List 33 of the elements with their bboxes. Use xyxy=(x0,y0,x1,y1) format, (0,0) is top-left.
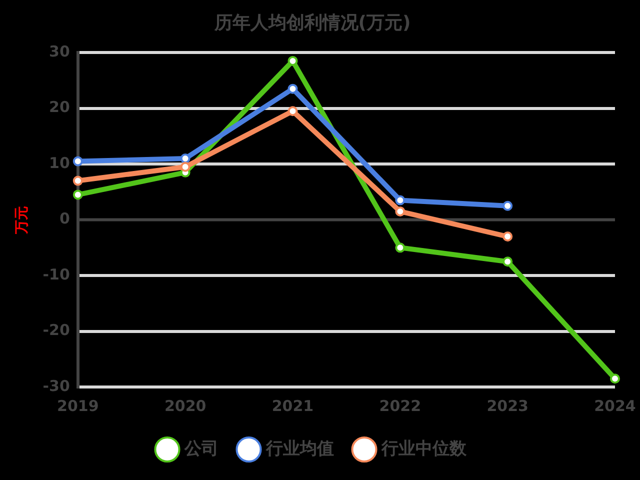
point xyxy=(395,206,406,216)
y-tick-label: 20 xyxy=(49,98,70,116)
y-tick-label: -20 xyxy=(42,321,70,340)
y-axis-title: 万元 xyxy=(14,206,30,235)
point xyxy=(288,84,298,94)
point xyxy=(180,162,190,172)
x-tick-label: 2021 xyxy=(272,396,314,415)
chart-title: 历年人均创利情况(万元) xyxy=(213,12,411,34)
point xyxy=(288,56,298,66)
x-tick-label: 2019 xyxy=(57,396,99,415)
legend-label: 公司 xyxy=(183,438,218,459)
y-tick-label: -30 xyxy=(42,376,70,395)
y-tick-label: 30 xyxy=(49,42,70,60)
point xyxy=(502,232,513,242)
point xyxy=(288,106,298,116)
y-tick-label: -10 xyxy=(42,265,70,284)
x-tick-label: 2024 xyxy=(594,396,636,415)
legend-label: 行业均值 xyxy=(264,438,334,459)
point xyxy=(72,176,83,186)
x-tick-label: 2022 xyxy=(379,396,422,415)
y-tick-label: 10 xyxy=(49,154,70,172)
point xyxy=(72,156,83,166)
x-tick-label: 2023 xyxy=(486,396,528,415)
point xyxy=(502,200,513,211)
y-tick-label: 0 xyxy=(59,210,70,228)
point xyxy=(395,195,406,206)
legend-label: 行业中位数 xyxy=(380,438,468,459)
point xyxy=(395,242,406,253)
x-tick-label: 2020 xyxy=(164,396,206,415)
point xyxy=(72,190,83,200)
point xyxy=(502,256,513,267)
point xyxy=(180,153,190,164)
point xyxy=(610,374,620,384)
